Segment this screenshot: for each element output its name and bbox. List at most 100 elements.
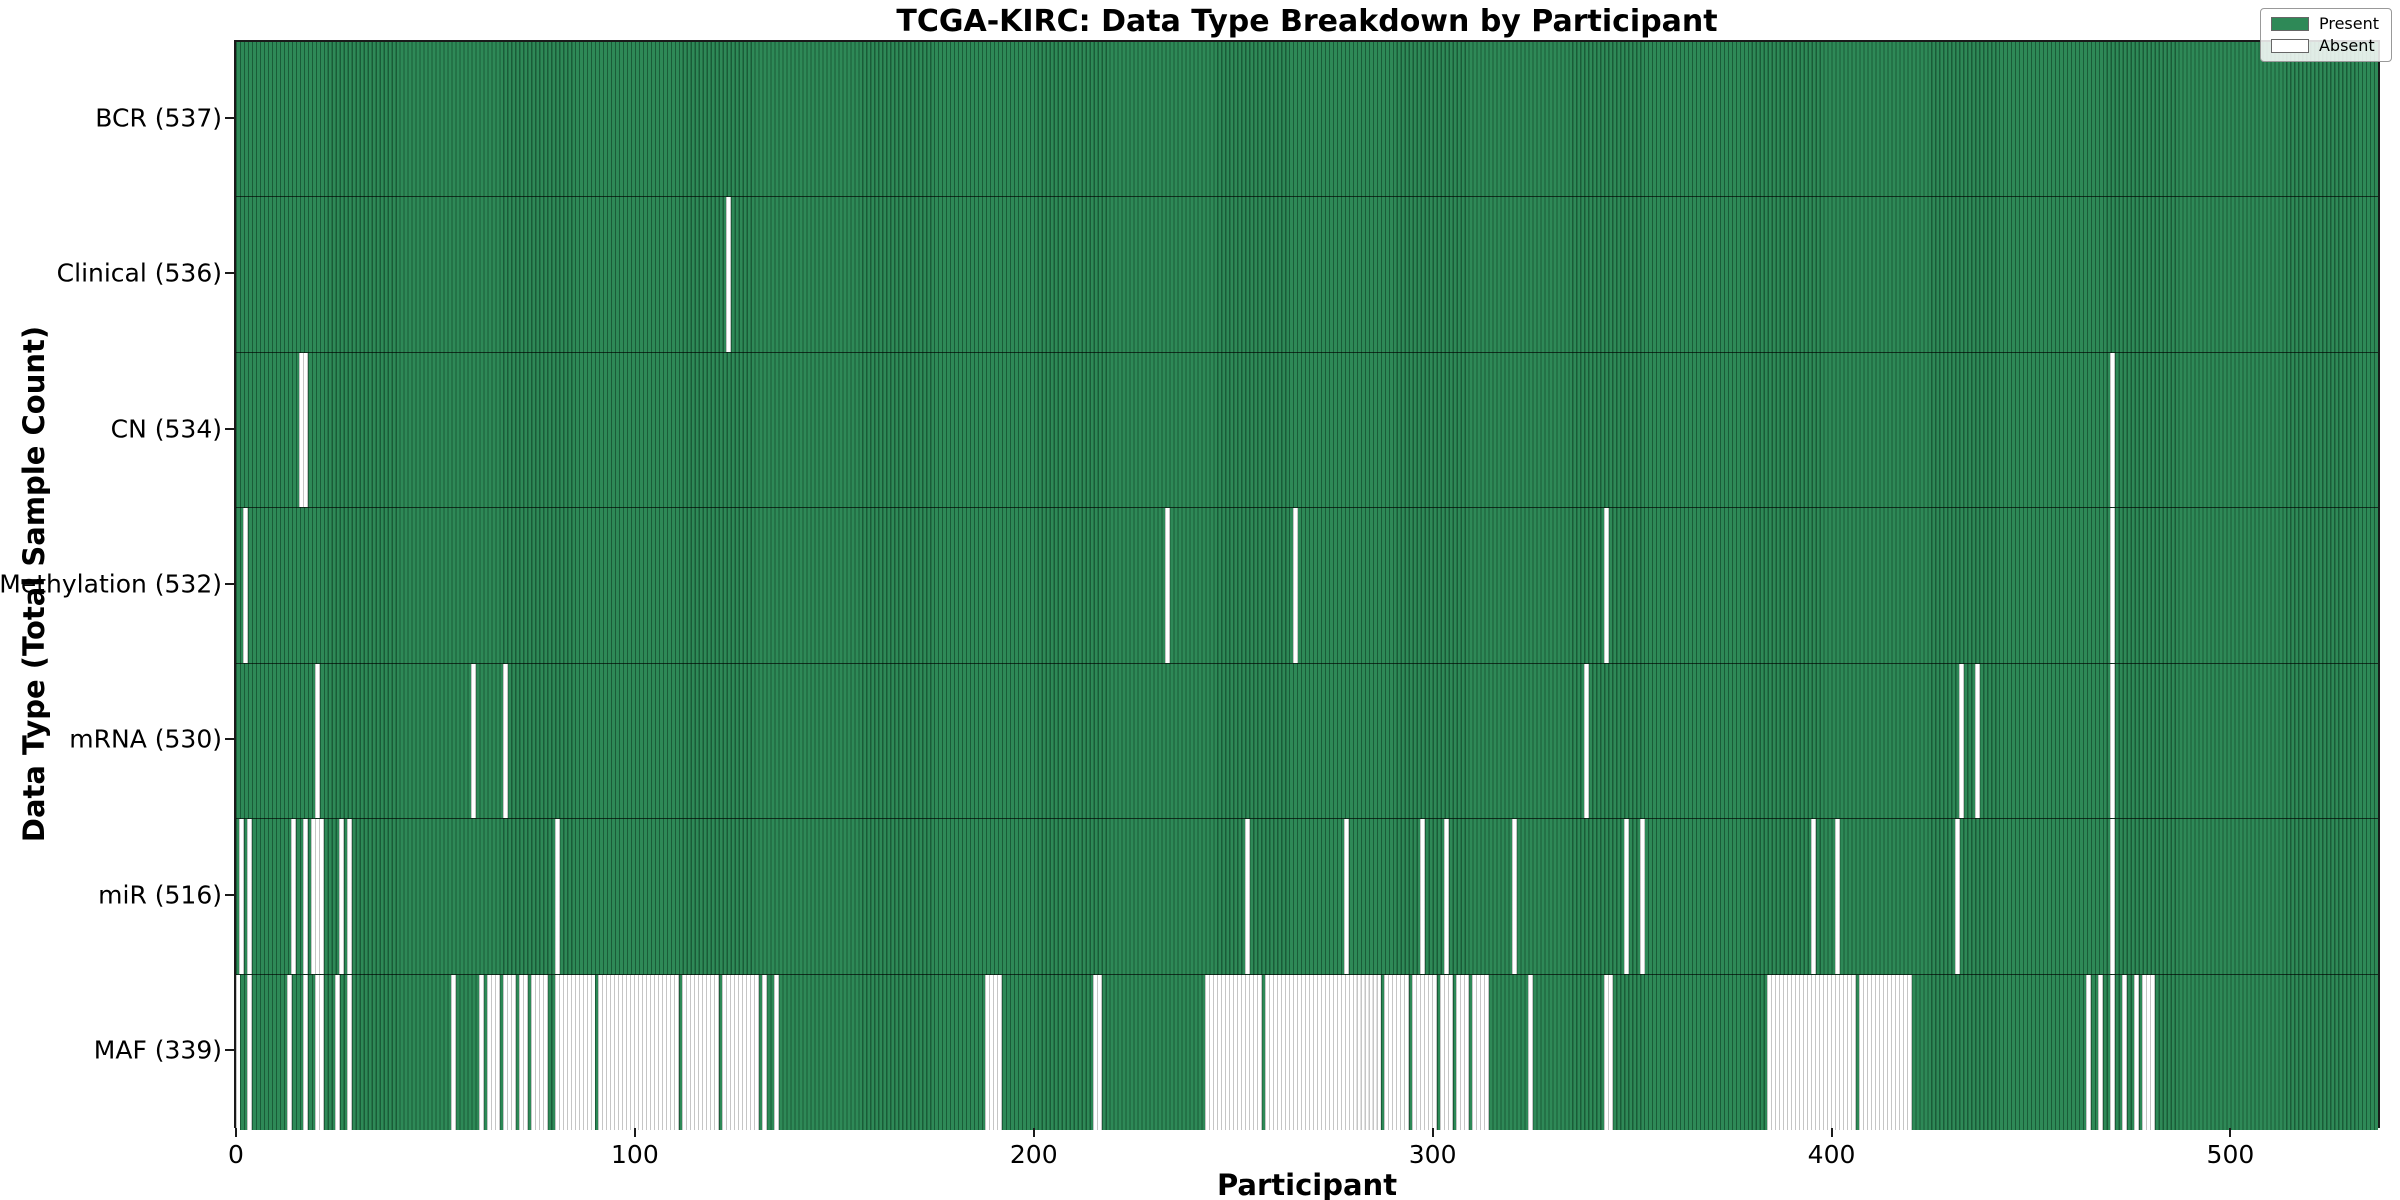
absent-bar [1767,974,1856,1130]
absent-bar [1164,508,1170,663]
absent-bar [335,974,341,1130]
absent-bar [1527,974,1533,1130]
absent-bar [502,974,516,1130]
absent-bar [1603,974,1613,1130]
absent-bar [1444,819,1450,974]
absent-bar [1603,508,1609,663]
row-CN [236,352,2378,509]
absent-bar [303,352,309,508]
y-tick-label: BCR (537) [95,103,222,133]
x-tick-mark [234,1128,237,1137]
absent-bar [1623,819,1629,974]
absent-bar [1244,819,1250,974]
absent-bar [1420,819,1426,974]
absent-bar [1292,508,1298,663]
row-miR [236,819,2378,975]
absent-bar [2110,352,2116,508]
x-tick-label: 0 [228,1140,244,1169]
absent-bar [722,974,760,1130]
absent-bar [2110,508,2116,663]
absent-bar [1958,663,1964,819]
absent-bar [2110,819,2116,974]
absent-bar [2134,974,2140,1130]
row-Methylation [236,508,2378,664]
legend-swatch-present [2270,17,2309,31]
x-tick-label: 400 [1807,1140,1856,1169]
absent-bar [339,819,345,974]
legend: Present Absent [2259,8,2392,62]
absent-bar [347,974,353,1130]
x-tick-mark [1431,1128,1434,1137]
absent-bar [1344,819,1350,974]
absent-bar [247,819,253,974]
absent-bar [1412,974,1438,1130]
row-BCR [236,42,2378,198]
absent-bar [347,819,353,974]
y-tick-mark [225,583,234,585]
absent-bar [2098,974,2104,1130]
x-tick-label: 200 [1009,1140,1058,1169]
y-tick-label: miR (516) [98,880,222,910]
x-tick-label: 500 [2206,1140,2255,1169]
absent-bar [1204,974,1262,1130]
legend-label: Absent [2318,36,2375,55]
absent-bar [502,663,508,819]
absent-bar [762,974,767,1130]
absent-bar [518,974,528,1130]
absent-bar [470,663,476,819]
absent-bar [315,974,325,1130]
absent-bar [682,974,720,1130]
absent-bar [2110,663,2116,819]
absent-bar [478,974,484,1130]
absent-bar [554,819,560,974]
y-tick-mark [225,427,234,430]
absent-bar [1811,819,1817,974]
y-tick-label: Clinical (536) [56,258,222,288]
y-tick-mark [225,1049,234,1052]
absent-bar [1954,819,1960,974]
absent-bar [2110,974,2116,1130]
absent-bar [1384,974,1410,1130]
x-tick-label: 300 [1408,1140,1457,1169]
absent-bar [315,663,321,819]
absent-bar [311,819,325,974]
legend-entry-absent: Absent [2270,36,2379,55]
absent-bar [303,974,309,1130]
absent-bar [726,197,732,352]
absent-bar [2086,974,2092,1130]
y-tick-mark [225,893,234,896]
row-mRNA [236,663,2378,820]
x-axis-label: Participant [1216,1168,1398,1200]
absent-bar [243,508,249,663]
absent-bar [1093,974,1103,1130]
x-tick-mark [1032,1128,1035,1137]
absent-bar [1858,974,1912,1130]
absent-bar [239,819,245,974]
absent-bar [985,974,1003,1130]
absent-bar [287,974,293,1130]
absent-bar [1974,663,1980,819]
absent-bar [247,974,253,1130]
y-tick-label: Methylation (532) [0,569,222,599]
y-tick-label: MAF (339) [93,1035,222,1065]
absent-bar [1639,819,1645,974]
absent-bar [303,819,309,974]
absent-bar [235,974,241,1130]
legend-swatch-absent [2270,39,2309,53]
y-tick-mark [225,272,234,275]
chart-title: TCGA-KIRC: Data Type Breakdown by Partic… [896,4,1718,39]
row-Clinical [236,197,2378,353]
absent-bar [1835,819,1840,974]
absent-bar [554,974,596,1130]
legend-entry-present: Present [2270,14,2379,33]
absent-bar [773,974,779,1130]
y-tick-label: mRNA (530) [69,724,222,754]
absent-bar [291,819,297,974]
row-MAF [235,974,2378,1130]
legend-label: Present [2318,14,2379,33]
absent-bar [1583,663,1589,819]
y-tick-mark [225,738,234,741]
absent-bar [1440,974,1454,1130]
x-tick-mark [633,1128,636,1137]
